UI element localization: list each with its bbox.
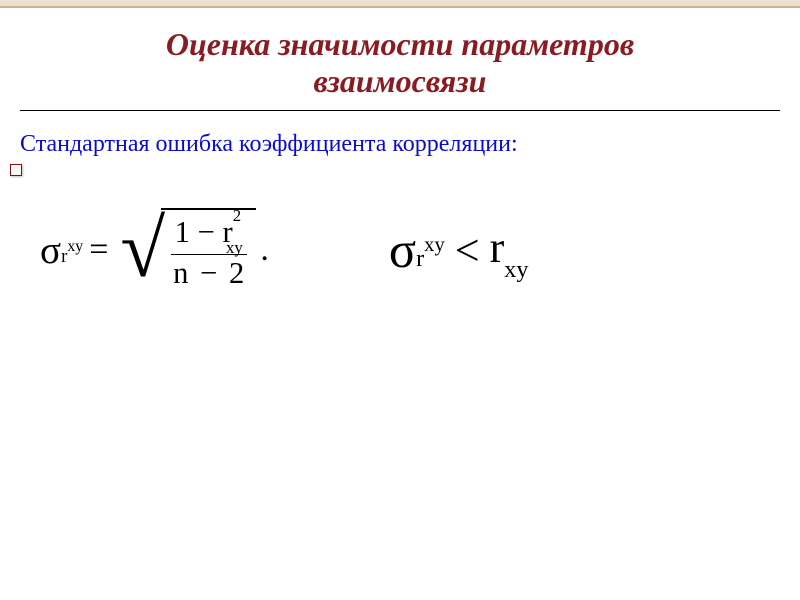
formula-sigma-definition: σ rxy = √ 1 − r2xy n − bbox=[40, 208, 269, 292]
formula-period: . bbox=[260, 231, 269, 269]
sigma-symbol: σ bbox=[40, 228, 61, 273]
numerator: 1 − r2xy bbox=[171, 214, 247, 255]
equals-sign: = bbox=[89, 231, 108, 269]
sigma-symbol-2: σ bbox=[389, 221, 416, 279]
rhs-r-sub: xy bbox=[504, 256, 528, 283]
bullet-marker bbox=[10, 164, 22, 176]
den-2: 2 bbox=[229, 256, 244, 290]
den-minus: − bbox=[200, 256, 217, 290]
num-r-sub: xy bbox=[226, 238, 243, 257]
rhs-r: rxy bbox=[490, 222, 529, 279]
formula-inequality: σ rxy < rxy bbox=[389, 221, 529, 279]
less-than: < bbox=[455, 225, 480, 276]
fraction: 1 − r2xy n − 2 bbox=[169, 214, 248, 292]
radical-symbol: √ bbox=[120, 214, 165, 298]
num-r: r2xy bbox=[223, 215, 243, 249]
title-underline bbox=[20, 110, 780, 111]
sigma-sub-sup: xy bbox=[67, 238, 83, 255]
top-stripe bbox=[0, 0, 800, 8]
rhs-r-base: r bbox=[490, 223, 505, 272]
sigma-sub-r-2: r bbox=[416, 245, 424, 272]
num-minus: − bbox=[198, 215, 215, 249]
title-line-1: Оценка значимости параметров bbox=[30, 26, 770, 63]
denominator: n − 2 bbox=[169, 255, 248, 292]
slide-title: Оценка значимости параметров взаимосвязи bbox=[30, 26, 770, 100]
subtitle-text: Стандартная ошибка коэффициента корреляц… bbox=[20, 131, 780, 158]
num-r-sup: 2 bbox=[233, 206, 241, 225]
sqrt: √ 1 − r2xy n − 2 bbox=[120, 208, 256, 292]
sigma-sub-sup-2: xy bbox=[424, 234, 445, 256]
title-line-2: взаимосвязи bbox=[30, 63, 770, 100]
sigma-sub-2: rxy bbox=[416, 240, 445, 273]
formula-row: σ rxy = √ 1 − r2xy n − bbox=[0, 208, 800, 292]
sigma-sub: rxy bbox=[61, 242, 83, 268]
num-1: 1 bbox=[175, 215, 190, 249]
radicand: 1 − r2xy n − 2 bbox=[161, 208, 256, 292]
den-n: n bbox=[173, 256, 188, 290]
